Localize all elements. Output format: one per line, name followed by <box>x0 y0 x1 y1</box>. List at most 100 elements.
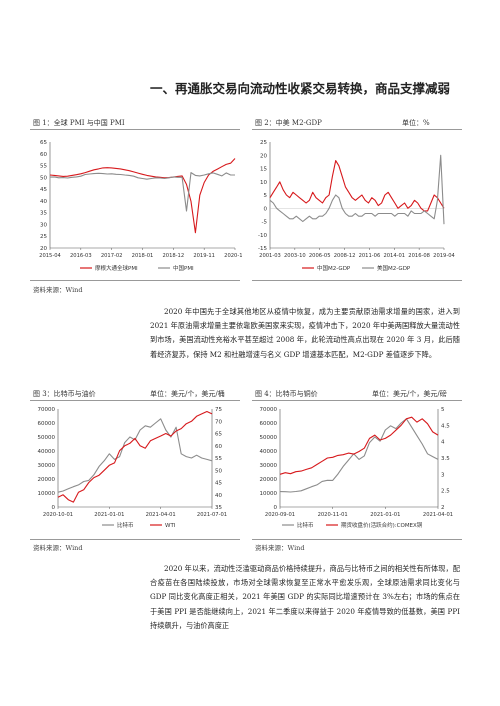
legend-label-china-pmi: 中国PMI <box>173 264 194 272</box>
figure-4-unit: 单位：美元/个，美元/磅 <box>372 390 447 398</box>
y-tick-label: 20 <box>40 246 47 252</box>
y-tick-label: 50000 <box>260 435 278 441</box>
y-tick-label: 35 <box>40 211 47 217</box>
y-tick-label: 10000 <box>260 491 278 497</box>
x-tick-label: 2015-04 <box>39 253 61 259</box>
y-right-tick-label: 65 <box>215 432 222 438</box>
y-tick-label: 55 <box>40 164 47 170</box>
series-line-1 <box>57 418 213 493</box>
paragraph-1: 2020 年中国先于全球其他地区从疫情中恢复，成为主要贡献原油需求增量的国家，进… <box>150 307 460 359</box>
figure-3-title: 图 3：比特币与油价 <box>33 390 96 398</box>
figure-4-top-rule <box>252 400 462 401</box>
y-tick-label: 25 <box>40 234 47 240</box>
y-tick-label: 70000 <box>260 407 278 413</box>
y-right-tick-label: 3 <box>441 472 445 478</box>
y-right-tick-label: 4 <box>441 440 445 446</box>
x-tick-label: 2021-01-01 <box>370 512 400 518</box>
legend-label-bitcoin-2: 比特币 <box>297 521 314 529</box>
x-tick-label: 2016-03 <box>70 253 92 259</box>
x-tick-label: 2011-06 <box>359 253 381 259</box>
y-tick-label: 60 <box>40 152 47 158</box>
x-tick-label: 2021-07-01 <box>197 512 227 518</box>
series-line-2 <box>57 410 213 503</box>
y-right-tick-label: 50 <box>215 468 222 474</box>
figure-4-bottom-rule <box>252 539 462 540</box>
y-right-tick-label: 75 <box>215 407 222 413</box>
x-tick-label: 2018-12 <box>162 253 184 259</box>
series-line-2 <box>269 154 445 225</box>
figure-2-bottom-rule <box>252 280 462 281</box>
y-right-tick-label: 5 <box>441 407 445 413</box>
figure-3-top-rule <box>30 400 240 401</box>
y-tick-label: 40 <box>40 199 47 205</box>
y-tick-label: -10 <box>258 233 267 239</box>
y-tick-label: 30000 <box>38 463 56 469</box>
y-tick-label: 20000 <box>38 477 56 483</box>
legend-label-global-pmi: 摩根大通全球PMI <box>95 264 138 272</box>
y-tick-label: 25 <box>260 140 267 146</box>
x-tick-label: 2018-01 <box>132 253 154 259</box>
x-tick-label: 2019-11 <box>193 253 215 259</box>
series-line-1 <box>279 418 439 493</box>
y-tick-label: 50000 <box>38 435 56 441</box>
y-right-tick-label: 2 <box>441 505 445 511</box>
x-tick-label: 2014-01 <box>383 253 405 259</box>
figure-3-bottom-rule <box>30 539 240 540</box>
y-tick-label: 40000 <box>260 449 278 455</box>
legend-label-bitcoin: 比特币 <box>117 521 134 529</box>
figure-1-title: 图 1：全球 PMI 与中国 PMI <box>33 119 125 127</box>
section-heading: 一、再通胀交易向流动性收紧交易转换，商品支撑减弱 <box>150 81 451 96</box>
series-line-1 <box>269 160 445 212</box>
y-right-tick-label: 4.5 <box>441 423 450 429</box>
x-tick-label: 2021-04-01 <box>146 512 176 518</box>
y-right-tick-label: 2.5 <box>441 489 450 495</box>
y-tick-label: 10 <box>260 180 267 186</box>
y-right-tick-label: 40 <box>215 493 222 499</box>
y-right-tick-label: 3.5 <box>441 456 450 462</box>
series-line-1 <box>49 158 236 234</box>
y-tick-label: 0 <box>274 505 278 511</box>
y-tick-label: -15 <box>258 246 267 252</box>
legend-label-wti: WTI <box>165 523 176 529</box>
x-tick-label: 2020-09-01 <box>265 512 295 518</box>
y-right-tick-label: 70 <box>215 419 222 425</box>
x-tick-label: 2019-04 <box>433 253 455 259</box>
y-tick-label: 60000 <box>38 421 56 427</box>
y-tick-label: -5 <box>262 220 268 226</box>
legend-label-us-m2: 美国M2-GDP <box>377 264 411 272</box>
y-tick-label: 5 <box>264 193 268 199</box>
y-tick-label: 20000 <box>260 477 278 483</box>
y-tick-label: 30 <box>40 222 47 228</box>
y-tick-label: 30000 <box>260 463 278 469</box>
x-tick-label: 2020-10-01 <box>43 512 73 518</box>
y-tick-label: 0 <box>264 206 268 212</box>
figure-1-top-rule <box>30 129 240 130</box>
figure-4-title: 图 4：比特币与铜价 <box>255 390 318 398</box>
y-tick-label: 40000 <box>38 449 56 455</box>
chart-bitcoin-oil: 70000 60000 50000 40000 30000 20000 10000 0 75 70… <box>38 407 228 529</box>
x-tick-label: 2006-05 <box>309 253 331 259</box>
figure-1-source: 资料来源：Wind <box>33 286 83 294</box>
x-tick-label: 2016-08 <box>408 253 430 259</box>
legend-label-china-m2: 中国M2-GDP <box>317 264 351 272</box>
figure-3-source: 资料来源：Wind <box>33 544 83 552</box>
y-right-tick-label: 45 <box>215 481 222 487</box>
x-tick-label: 2017-02 <box>101 253 123 259</box>
figure-2-top-rule <box>252 129 462 130</box>
y-tick-label: 15 <box>260 167 267 173</box>
x-tick-label: 2020-11-01 <box>318 512 348 518</box>
y-tick-label: 50 <box>40 175 47 181</box>
series-line-2 <box>49 172 235 212</box>
y-tick-label: 20 <box>260 153 267 159</box>
paragraph-2: 2020 年以来，流动性泛滥驱动商品价格持续提升，商品与比特币之间的相关性有所体… <box>150 564 460 630</box>
figure-1-bottom-rule <box>30 280 240 281</box>
chart-bitcoin-copper: 70000 60000 50000 40000 30000 20000 10000 0 5 4.5… <box>260 407 454 529</box>
y-right-tick-label: 55 <box>215 456 222 462</box>
y-tick-label: 65 <box>40 140 47 146</box>
y-tick-label: 0 <box>52 505 56 511</box>
figure-4-source: 资料来源：Wind <box>255 544 305 552</box>
y-tick-label: 70000 <box>38 407 56 413</box>
x-tick-label: 2021-04-01 <box>423 512 453 518</box>
